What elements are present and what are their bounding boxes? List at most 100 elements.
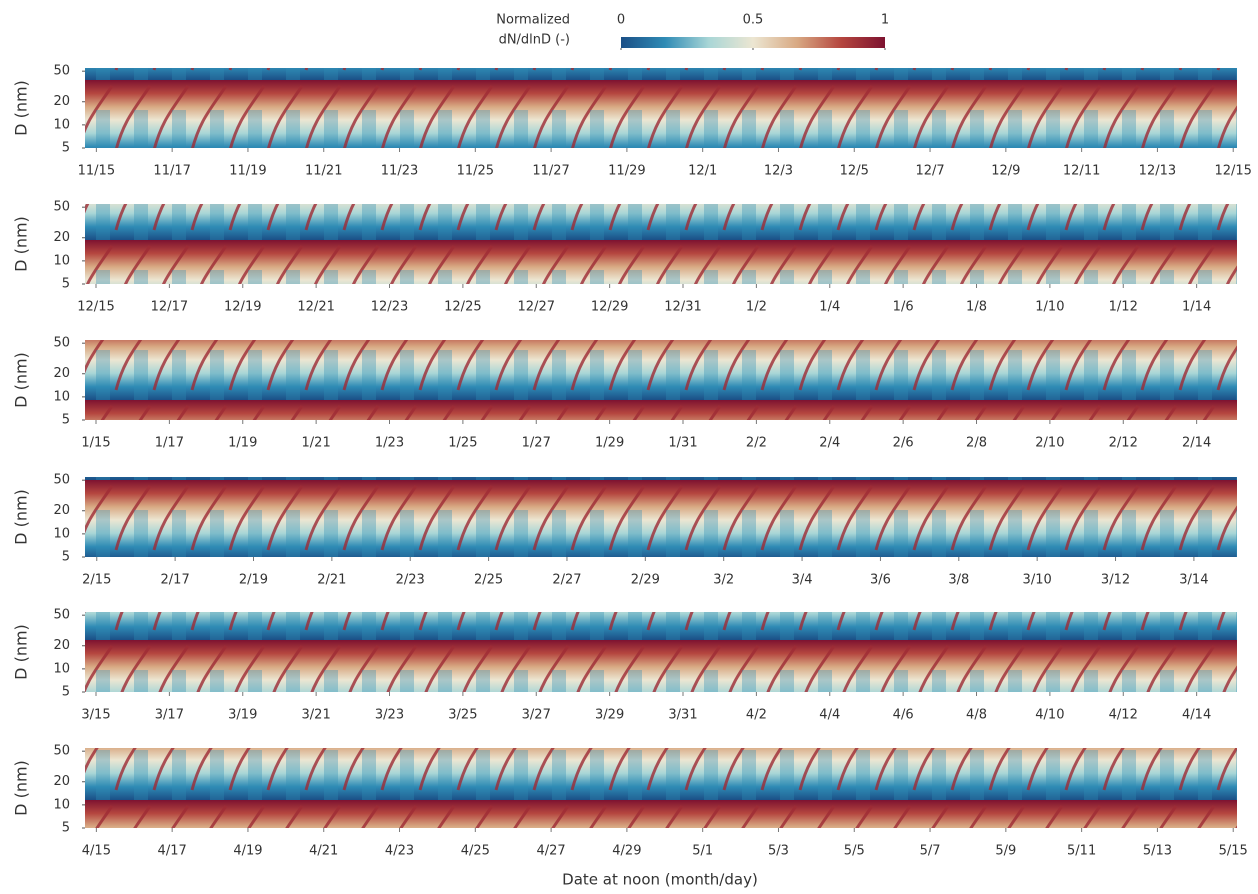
x-tick-label: 3/2 — [713, 573, 734, 588]
x-tick-label: 3/14 — [1179, 573, 1208, 588]
x-tick-label: 3/6 — [870, 573, 891, 588]
x-tick-label: 2/10 — [1035, 436, 1064, 451]
colorbar-tick-label: 1 — [881, 13, 889, 28]
y-axis-label: D (nm) — [12, 624, 31, 680]
x-tick-label: 4/23 — [385, 844, 414, 859]
x-tick-label: 11/21 — [305, 164, 342, 179]
x-tick-label: 12/25 — [444, 300, 481, 315]
x-tick-label: 2/29 — [631, 573, 660, 588]
y-axis-label: D (nm) — [12, 489, 31, 545]
y-tick-label: 5 — [62, 141, 70, 156]
x-tick-label: 2/23 — [396, 573, 425, 588]
x-tick-label: 12/7 — [915, 164, 944, 179]
x-tick-label: 3/29 — [595, 708, 624, 723]
x-tick-label: 2/15 — [82, 573, 111, 588]
x-tick-label: 2/27 — [552, 573, 581, 588]
colorbar-label: Normalized — [496, 13, 570, 28]
x-tick-label: 5/5 — [844, 844, 865, 859]
x-tick-label: 5/11 — [1067, 844, 1096, 859]
y-axis-label: D (nm) — [12, 352, 31, 408]
x-tick-label: 3/31 — [668, 708, 697, 723]
x-tick-label: 2/2 — [746, 436, 767, 451]
colorbar — [621, 37, 885, 48]
x-tick-label: 12/29 — [591, 300, 628, 315]
y-axis-label: D (nm) — [12, 216, 31, 272]
x-tick-label: 2/6 — [893, 436, 914, 451]
x-tick-label: 3/27 — [522, 708, 551, 723]
x-tick-label: 4/17 — [158, 844, 187, 859]
x-tick-label: 3/15 — [81, 708, 110, 723]
colorbar-tick-label: 0 — [617, 13, 625, 28]
x-tick-label: 4/2 — [746, 708, 767, 723]
y-tick-label: 10 — [53, 526, 70, 541]
x-tick-label: 1/4 — [819, 300, 840, 315]
y-tick-label: 20 — [53, 366, 70, 381]
x-tick-label: 1/15 — [81, 436, 110, 451]
x-tick-label: 1/8 — [966, 300, 987, 315]
x-tick-label: 1/27 — [522, 436, 551, 451]
heatmap — [85, 477, 1237, 557]
y-tick-label: 5 — [62, 685, 70, 700]
x-tick-label: 12/31 — [664, 300, 701, 315]
y-tick-label: 50 — [53, 200, 70, 215]
x-tick-label: 4/10 — [1035, 708, 1064, 723]
heatmap — [85, 612, 1237, 692]
x-tick-label: 12/11 — [1063, 164, 1100, 179]
y-tick-label: 20 — [53, 94, 70, 109]
x-tick-label: 3/23 — [375, 708, 404, 723]
y-tick-label: 5 — [62, 821, 70, 836]
y-tick-label: 50 — [53, 336, 70, 351]
x-tick-label: 2/12 — [1109, 436, 1138, 451]
x-tick-label: 1/23 — [375, 436, 404, 451]
x-tick-label: 3/4 — [792, 573, 813, 588]
x-tick-label: 1/21 — [302, 436, 331, 451]
x-tick-label: 11/27 — [532, 164, 569, 179]
x-axis-label: Date at noon (month/day) — [562, 871, 758, 889]
heatmap — [85, 340, 1237, 420]
x-tick-label: 12/13 — [1139, 164, 1176, 179]
x-tick-label: 12/15 — [1214, 164, 1251, 179]
x-tick-label: 12/9 — [991, 164, 1020, 179]
x-tick-label: 12/15 — [77, 300, 114, 315]
heatmap — [85, 68, 1237, 148]
x-tick-label: 4/12 — [1109, 708, 1138, 723]
x-tick-label: 4/25 — [461, 844, 490, 859]
x-tick-label: 4/21 — [309, 844, 338, 859]
y-tick-label: 50 — [53, 744, 70, 759]
x-tick-label: 5/3 — [768, 844, 789, 859]
x-tick-label: 12/27 — [518, 300, 555, 315]
x-tick-label: 12/21 — [297, 300, 334, 315]
x-tick-label: 4/15 — [82, 844, 111, 859]
y-tick-label: 20 — [53, 503, 70, 518]
colorbar-label: dN/dlnD (-) — [499, 33, 570, 48]
x-tick-label: 3/8 — [948, 573, 969, 588]
x-tick-label: 4/6 — [893, 708, 914, 723]
x-tick-label: 12/23 — [371, 300, 408, 315]
y-tick-label: 5 — [62, 550, 70, 565]
x-tick-label: 5/7 — [920, 844, 941, 859]
x-tick-label: 1/2 — [746, 300, 767, 315]
y-tick-label: 10 — [53, 253, 70, 268]
y-tick-label: 10 — [53, 389, 70, 404]
x-tick-label: 1/12 — [1109, 300, 1138, 315]
y-tick-label: 20 — [53, 774, 70, 789]
x-tick-label: 2/14 — [1182, 436, 1211, 451]
heatmap — [85, 204, 1237, 284]
x-tick-label: 3/25 — [448, 708, 477, 723]
colorbar-tick-label: 0.5 — [743, 13, 764, 28]
x-tick-label: 5/15 — [1219, 844, 1248, 859]
x-tick-label: 3/17 — [155, 708, 184, 723]
x-tick-label: 4/27 — [537, 844, 566, 859]
x-tick-label: 1/19 — [228, 436, 257, 451]
x-tick-label: 11/29 — [608, 164, 645, 179]
y-tick-label: 10 — [53, 797, 70, 812]
x-tick-label: 1/14 — [1182, 300, 1211, 315]
x-tick-label: 1/29 — [595, 436, 624, 451]
x-tick-label: 4/19 — [233, 844, 262, 859]
x-tick-label: 1/17 — [155, 436, 184, 451]
heatmap — [85, 748, 1237, 828]
x-tick-label: 2/25 — [474, 573, 503, 588]
x-tick-label: 4/29 — [612, 844, 641, 859]
x-tick-label: 2/8 — [966, 436, 987, 451]
x-tick-label: 11/19 — [229, 164, 266, 179]
